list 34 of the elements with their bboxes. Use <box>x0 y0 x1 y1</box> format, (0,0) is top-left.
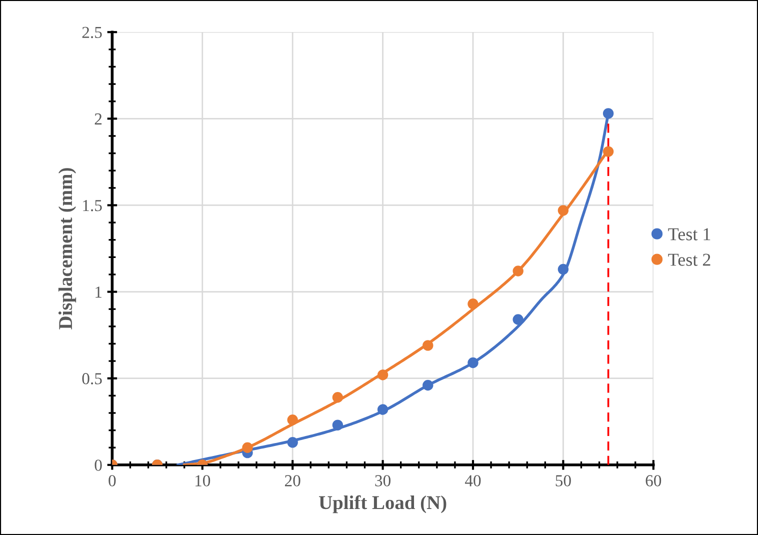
point <box>287 437 298 448</box>
x-tick-label: 20 <box>284 475 300 486</box>
point <box>468 298 478 310</box>
point <box>558 264 569 275</box>
legend-label: Test 1 <box>668 228 710 240</box>
y-tick-label: 0 <box>94 460 102 471</box>
point <box>602 146 614 157</box>
y-tick-label: 2 <box>94 113 102 124</box>
x-axis-title: Uplift Load (N) <box>319 495 446 514</box>
point <box>332 392 344 403</box>
point <box>422 380 434 391</box>
point <box>332 420 344 430</box>
point <box>242 442 253 453</box>
y-tick-label: 1 <box>96 286 102 298</box>
y-axis-title: Displacement (mm) <box>58 168 76 330</box>
point <box>377 404 388 415</box>
y-tick-label: 2.5 <box>82 26 102 38</box>
point <box>558 205 569 216</box>
x-tick-label: 0 <box>108 475 116 486</box>
point <box>512 314 524 325</box>
x-tick-label: 10 <box>196 475 210 486</box>
point <box>422 340 434 351</box>
y-tick-label: 0.5 <box>82 373 102 384</box>
point <box>468 357 478 368</box>
point <box>602 108 614 119</box>
x-tick-label: 40 <box>464 475 481 486</box>
x-tick-label: 60 <box>646 475 662 486</box>
point <box>377 370 388 380</box>
point <box>512 266 524 276</box>
y-tick-label: 1.5 <box>83 200 102 212</box>
x-tick-label: 30 <box>375 475 390 486</box>
x-tick-label: 50 <box>556 475 571 486</box>
legend-label: Test 2 <box>668 254 710 266</box>
point <box>287 414 298 426</box>
